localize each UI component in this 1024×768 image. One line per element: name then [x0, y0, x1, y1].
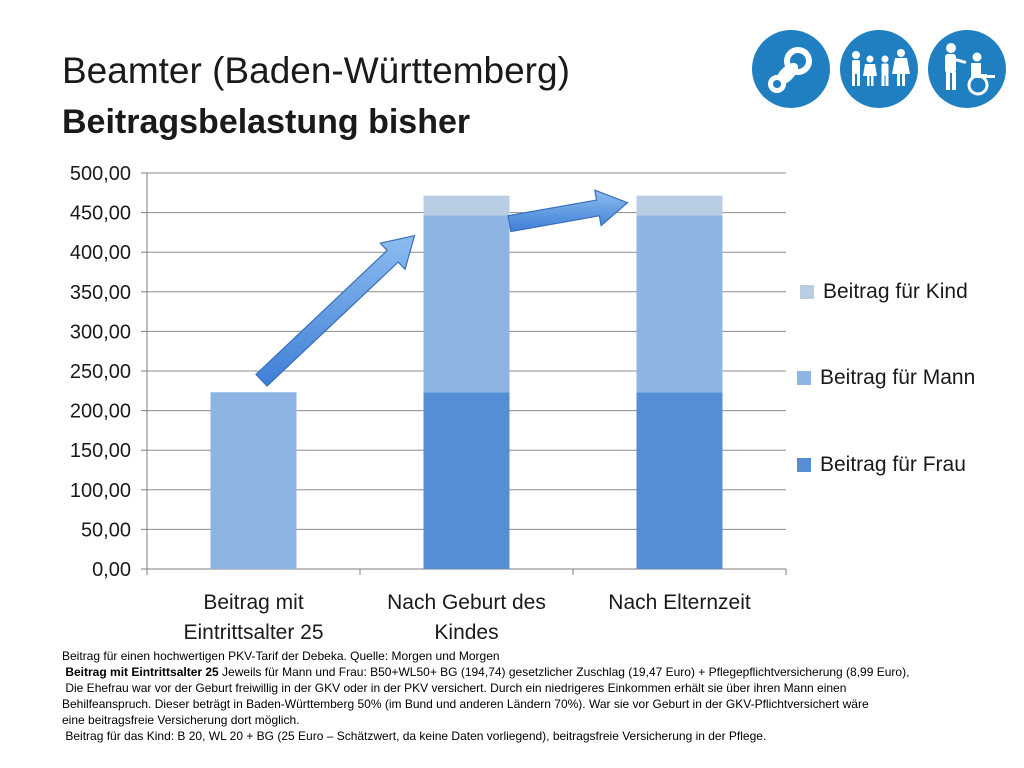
- bar-segment-beitrag-für-mann: [636, 215, 723, 393]
- footnote-entry-age-label: Beitrag mit Eintrittsalter 25: [65, 665, 219, 679]
- arrow-continue: [507, 189, 629, 233]
- footnote-wife-1: Die Ehefrau war vor der Geburt freiwilli…: [62, 680, 1012, 696]
- y-tick-label: 100,00: [70, 480, 131, 502]
- footnote-source: Beitrag für einen hochwertigen PKV-Tarif…: [62, 649, 500, 663]
- footnote-entry-age-text: Jeweils für Mann und Frau: B50+WL50+ BG …: [218, 665, 910, 679]
- legend-item-kind: Beitrag für Kind: [800, 277, 968, 307]
- y-tick-label: 400,00: [70, 242, 131, 264]
- icon-row: [752, 30, 1008, 110]
- y-tick-label: 300,00: [70, 321, 131, 343]
- bar-segment-beitrag-für-frau: [636, 392, 723, 569]
- bar-segment-beitrag-für-kind: [423, 195, 510, 216]
- y-tick-label: 450,00: [70, 203, 131, 225]
- x-category-label: Nach Geburt des: [387, 591, 546, 614]
- legend-item-frau: Beitrag für Frau: [797, 450, 966, 480]
- footnote-wife-3: eine beitragsfreie Versicherung dort mög…: [62, 713, 300, 727]
- legend-item-mann: Beitrag für Mann: [797, 363, 975, 393]
- footnote-wife-1-text: Die Ehefrau war vor der Geburt freiwilli…: [65, 681, 847, 695]
- y-tick-label: 350,00: [70, 282, 131, 304]
- bar-segment-beitrag-für-frau: [423, 392, 510, 569]
- bar-segment-beitrag-für-mann: [210, 392, 297, 569]
- x-category-label: Beitrag mit: [203, 591, 304, 614]
- legend-label-frau: Beitrag für Frau: [820, 453, 966, 476]
- bar-segment-beitrag-für-mann: [423, 215, 510, 393]
- footnote-child-text: Beitrag für das Kind: B 20, WL 20 + BG (…: [65, 729, 767, 743]
- pacifier-icon: [752, 30, 830, 108]
- care-wheelchair-icon: [928, 30, 1006, 108]
- y-tick-label: 500,00: [70, 163, 131, 185]
- page-subtitle: Beitragsbelastung bisher: [62, 103, 471, 141]
- page-title: Beamter (Baden-Württemberg): [62, 50, 570, 91]
- x-category-label: Nach Elternzeit: [608, 591, 751, 614]
- legend-swatch-frau: [797, 458, 811, 472]
- stacked-bar-chart: 0,00 50,00 100,00 150,00 200,00 250,00 300,00 3…: [70, 163, 787, 644]
- family-icon: [840, 30, 918, 108]
- footnote-entry-age: Beitrag mit Eintrittsalter 25 Jeweils fü…: [62, 664, 1012, 680]
- y-tick-label: 50,00: [81, 519, 131, 541]
- y-tick-label: 150,00: [70, 440, 131, 462]
- legend-swatch-mann: [797, 371, 811, 385]
- arrow-increase: [255, 234, 416, 387]
- x-category-label: Eintrittsalter 25: [183, 621, 323, 644]
- bar-segment-beitrag-für-kind: [636, 195, 723, 216]
- footnote-child: Beitrag für das Kind: B 20, WL 20 + BG (…: [62, 728, 1012, 744]
- footnote-wife-2: Behilfeanspruch. Dieser beträgt in Baden…: [62, 697, 869, 711]
- legend-label-kind: Beitrag für Kind: [823, 280, 968, 303]
- footnotes: Beitrag für einen hochwertigen PKV-Tarif…: [62, 648, 1012, 744]
- legend-swatch-kind: [800, 285, 814, 299]
- x-category-label: Kindes: [434, 621, 498, 644]
- legend-label-mann: Beitrag für Mann: [820, 366, 976, 389]
- y-tick-label: 250,00: [70, 361, 131, 383]
- y-tick-label: 0,00: [92, 559, 131, 581]
- y-tick-label: 200,00: [70, 401, 131, 423]
